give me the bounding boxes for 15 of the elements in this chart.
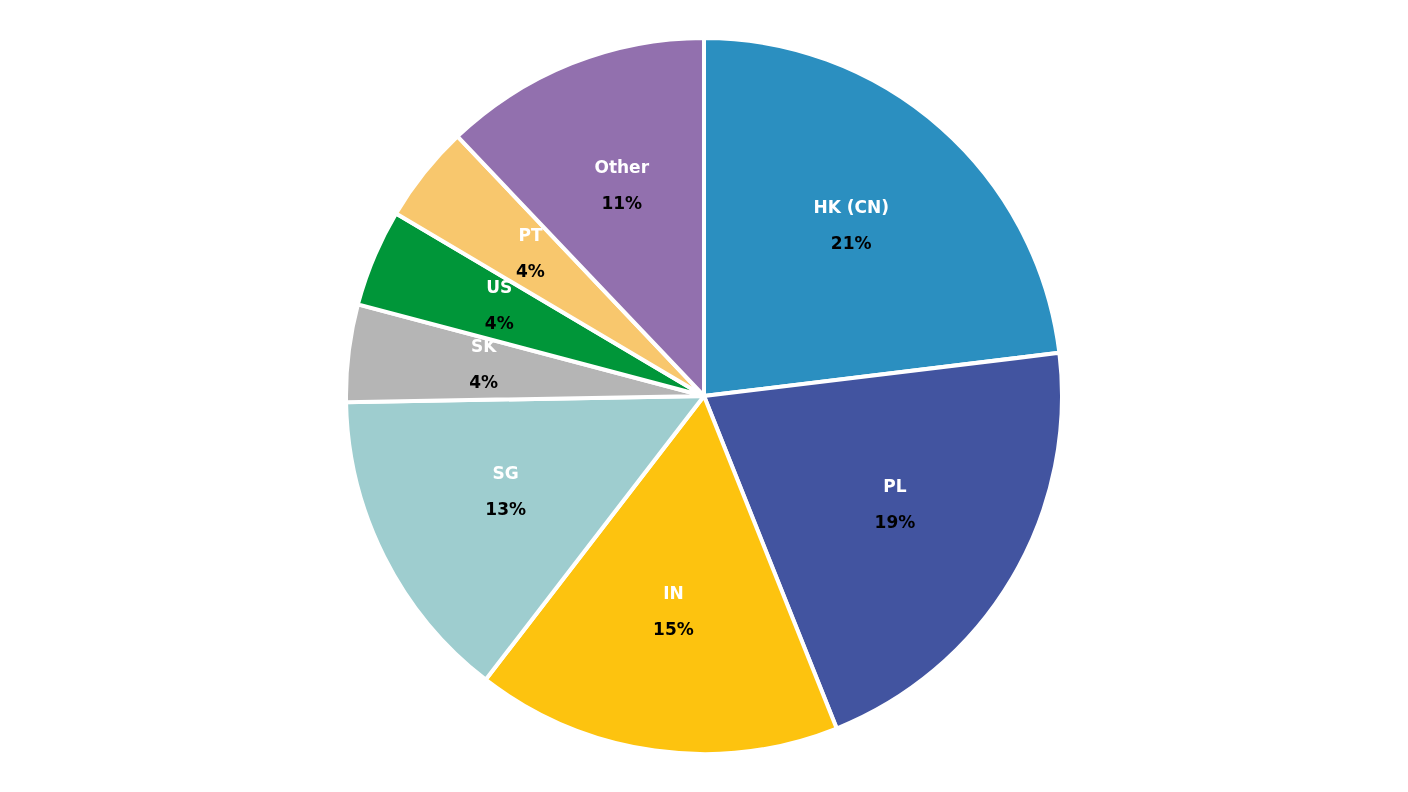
slice-label: IN <box>663 582 684 603</box>
data-label: 4% <box>469 372 499 393</box>
slice-label: HK (CN) <box>813 196 889 217</box>
slice-label: PL <box>883 476 907 497</box>
data-label: 13% <box>485 498 527 519</box>
slice-label: US <box>486 277 513 298</box>
slice-label: PT <box>518 224 543 245</box>
data-label: 19% <box>874 512 916 533</box>
data-label: 15% <box>653 618 694 639</box>
data-label: 4% <box>484 313 514 334</box>
data-label: 21% <box>830 232 872 253</box>
slice-label: SG <box>492 462 519 483</box>
data-label: 11% <box>601 192 643 213</box>
slice-label: Other <box>594 156 650 177</box>
data-label: 4% <box>516 260 545 281</box>
